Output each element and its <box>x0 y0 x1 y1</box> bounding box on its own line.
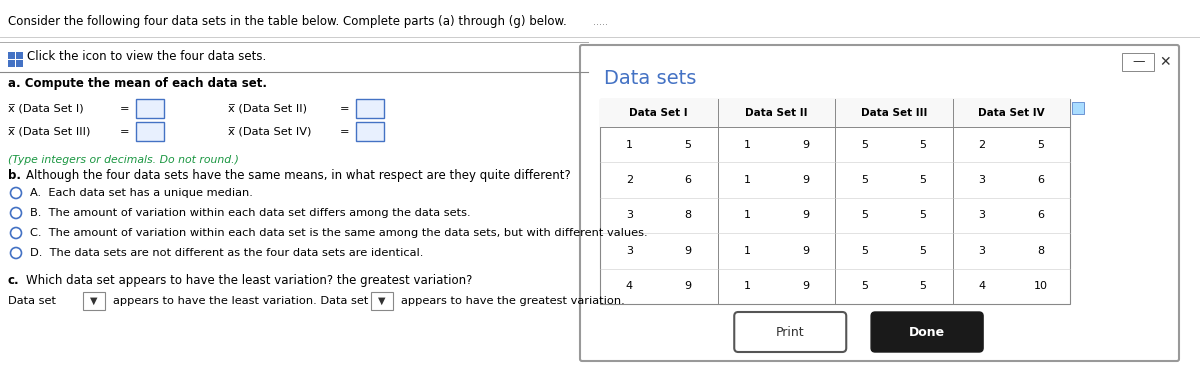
Text: c.: c. <box>8 274 19 287</box>
Text: 8: 8 <box>1037 246 1044 256</box>
Text: C.  The amount of variation within each data set is the same among the data sets: C. The amount of variation within each d… <box>30 228 648 238</box>
Text: 3: 3 <box>978 210 985 221</box>
Text: Although the four data sets have the same means, in what respect are they quite : Although the four data sets have the sam… <box>26 169 571 182</box>
FancyBboxPatch shape <box>1122 53 1154 71</box>
Text: 5: 5 <box>860 281 868 291</box>
Text: 5: 5 <box>1037 140 1044 150</box>
FancyBboxPatch shape <box>371 292 394 310</box>
FancyBboxPatch shape <box>8 60 16 67</box>
FancyBboxPatch shape <box>83 292 106 310</box>
Text: .....: ..... <box>593 17 607 27</box>
Text: 5: 5 <box>919 281 926 291</box>
Text: =: = <box>340 127 349 137</box>
Text: 4: 4 <box>626 281 632 291</box>
Text: Data Set III: Data Set III <box>860 108 926 118</box>
Text: 5: 5 <box>860 140 868 150</box>
Text: 9: 9 <box>684 246 691 256</box>
FancyBboxPatch shape <box>16 52 23 59</box>
FancyBboxPatch shape <box>600 99 1070 304</box>
Text: a. Compute the mean of each data set.: a. Compute the mean of each data set. <box>8 77 266 90</box>
Text: =: = <box>120 104 130 114</box>
Text: 2: 2 <box>626 175 632 185</box>
Text: appears to have the least variation. Data set: appears to have the least variation. Dat… <box>113 296 368 306</box>
Text: =: = <box>340 104 349 114</box>
Text: —: — <box>1133 55 1145 69</box>
Text: 9: 9 <box>802 140 809 150</box>
FancyBboxPatch shape <box>580 45 1178 361</box>
Text: ✕: ✕ <box>1159 55 1171 69</box>
FancyBboxPatch shape <box>734 312 846 352</box>
Text: appears to have the greatest variation.: appears to have the greatest variation. <box>401 296 625 306</box>
Text: 9: 9 <box>802 281 809 291</box>
Text: x̅ (Data Set IV): x̅ (Data Set IV) <box>228 127 311 137</box>
Text: Done: Done <box>910 325 946 339</box>
FancyBboxPatch shape <box>1072 102 1084 114</box>
Text: ▼: ▼ <box>378 296 385 306</box>
Text: 10: 10 <box>1033 281 1048 291</box>
Text: Consider the following four data sets in the table below. Complete parts (a) thr: Consider the following four data sets in… <box>8 15 566 28</box>
Text: Which data set appears to have the least variation? the greatest variation?: Which data set appears to have the least… <box>26 274 473 287</box>
Text: 5: 5 <box>685 140 691 150</box>
FancyBboxPatch shape <box>356 100 384 118</box>
FancyBboxPatch shape <box>600 99 1070 127</box>
Text: Data set: Data set <box>8 296 56 306</box>
Text: 2: 2 <box>978 140 985 150</box>
Text: 1: 1 <box>743 281 750 291</box>
Text: 1: 1 <box>743 175 750 185</box>
Text: 5: 5 <box>919 175 926 185</box>
FancyBboxPatch shape <box>16 60 23 67</box>
Text: 5: 5 <box>919 140 926 150</box>
FancyBboxPatch shape <box>136 123 164 141</box>
Text: 3: 3 <box>978 175 985 185</box>
Text: 6: 6 <box>685 175 691 185</box>
Text: (Type integers or decimals. Do not round.): (Type integers or decimals. Do not round… <box>8 155 239 165</box>
Text: b.: b. <box>8 169 22 182</box>
Text: x̅ (Data Set III): x̅ (Data Set III) <box>8 127 90 137</box>
Text: A.  Each data set has a unique median.: A. Each data set has a unique median. <box>30 188 253 198</box>
Text: 3: 3 <box>626 210 632 221</box>
Text: 9: 9 <box>684 281 691 291</box>
Text: 6: 6 <box>1037 175 1044 185</box>
Text: 8: 8 <box>684 210 691 221</box>
FancyBboxPatch shape <box>871 312 983 352</box>
FancyBboxPatch shape <box>356 123 384 141</box>
FancyBboxPatch shape <box>8 52 16 59</box>
FancyBboxPatch shape <box>136 100 164 118</box>
Text: x̅ (Data Set II): x̅ (Data Set II) <box>228 104 307 114</box>
Text: B.  The amount of variation within each data set differs among the data sets.: B. The amount of variation within each d… <box>30 208 470 218</box>
Text: Data Set II: Data Set II <box>745 108 808 118</box>
Text: x̅ (Data Set I): x̅ (Data Set I) <box>8 104 84 114</box>
Text: ▼: ▼ <box>90 296 97 306</box>
Text: 9: 9 <box>802 246 809 256</box>
Text: 5: 5 <box>860 246 868 256</box>
Text: 5: 5 <box>919 210 926 221</box>
Text: 9: 9 <box>802 175 809 185</box>
Text: 3: 3 <box>626 246 632 256</box>
Text: 1: 1 <box>743 210 750 221</box>
Text: 5: 5 <box>860 175 868 185</box>
Text: 9: 9 <box>802 210 809 221</box>
Text: 1: 1 <box>743 140 750 150</box>
Text: 5: 5 <box>860 210 868 221</box>
Text: 6: 6 <box>1037 210 1044 221</box>
Text: =: = <box>120 127 130 137</box>
Text: Data Set I: Data Set I <box>630 108 688 118</box>
Text: Data Set IV: Data Set IV <box>978 108 1044 118</box>
Text: 1: 1 <box>626 140 632 150</box>
Text: Print: Print <box>776 325 804 339</box>
Text: 3: 3 <box>978 246 985 256</box>
Text: 5: 5 <box>919 246 926 256</box>
Text: 4: 4 <box>978 281 985 291</box>
Text: Data sets: Data sets <box>604 69 696 88</box>
Text: D.  The data sets are not different as the four data sets are identical.: D. The data sets are not different as th… <box>30 248 424 258</box>
Text: Click the icon to view the four data sets.: Click the icon to view the four data set… <box>28 50 266 63</box>
Text: 1: 1 <box>743 246 750 256</box>
